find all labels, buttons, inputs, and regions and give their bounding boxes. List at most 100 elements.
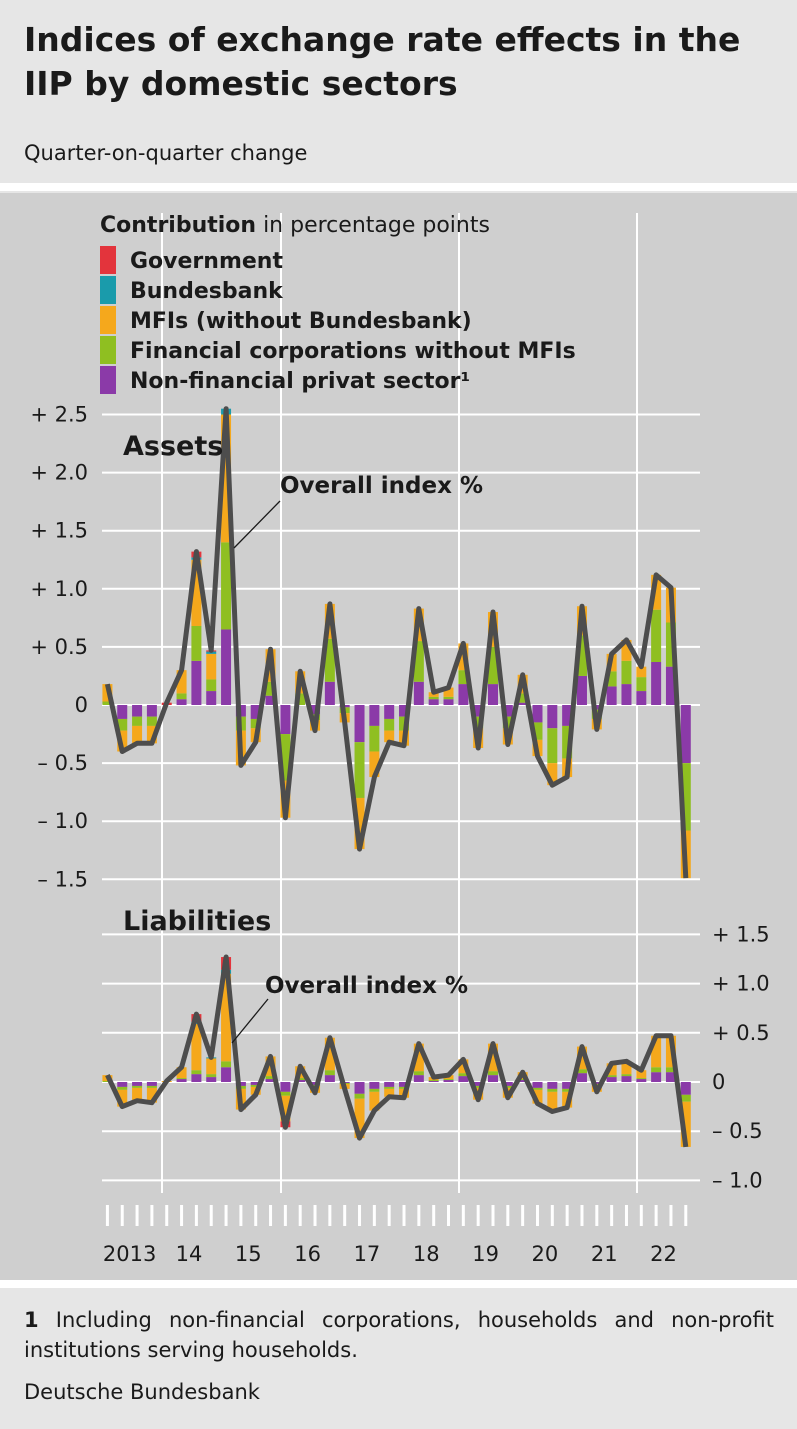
bar-segment-nonfin <box>413 681 424 705</box>
bar-segment-financial <box>206 679 217 692</box>
header-separator <box>0 183 797 191</box>
bar-segment-financial <box>280 734 291 781</box>
y-tick-label: 0 <box>75 693 88 717</box>
bar-segment-nonfin <box>191 660 202 705</box>
bar-segment-financial <box>102 701 113 705</box>
bar-segment-financial <box>680 1094 691 1102</box>
bar-segment-mfis <box>176 670 187 694</box>
bar-segment-nonfin <box>191 1074 202 1082</box>
bar-segment-financial <box>636 1078 647 1080</box>
bar-segment-mfis <box>354 1098 365 1139</box>
bar-segment-mfis <box>176 1067 187 1079</box>
bar-segment-financial <box>576 1069 587 1074</box>
x-tick-label: 18 <box>413 1242 440 1266</box>
bar-segment-nonfin <box>502 1082 513 1086</box>
bar-segment-financial <box>369 725 380 752</box>
bar-segment-nonfin <box>399 705 410 717</box>
bar-segment-nonfin <box>354 705 365 743</box>
bar-segment-nonfin <box>651 662 662 705</box>
bar-segment-nonfin <box>636 1079 647 1082</box>
legend-entry: Government <box>130 249 283 274</box>
bar-segment-mfis <box>443 687 454 697</box>
x-tick-label: 2013 <box>103 1242 156 1266</box>
bar-segment-nonfin <box>517 1080 528 1082</box>
bar-segment-mfis <box>146 1087 157 1103</box>
y-tick-label: + 1.0 <box>30 577 88 601</box>
legend-swatch <box>100 306 116 334</box>
x-tick-label: 15 <box>235 1242 262 1266</box>
bar-segment-nonfin <box>651 1072 662 1082</box>
bar-segment-financial <box>146 716 157 726</box>
bar-segment-nonfin <box>487 1075 498 1082</box>
bar-segment-mfis <box>651 574 662 610</box>
bar-segment-financial <box>384 1086 395 1089</box>
bar-segment-financial <box>428 696 439 700</box>
bar-segment-nonfin <box>206 691 217 705</box>
bar-segment-nonfin <box>502 705 513 717</box>
bar-segment-nonfin <box>250 1082 261 1085</box>
y-tick-label: + 2.0 <box>30 461 88 485</box>
annotation-leader <box>231 998 269 1044</box>
bar-segment-nonfin <box>221 629 232 705</box>
legend-entry: Non-financial privat sector¹ <box>130 369 470 394</box>
bar-segment-mfis <box>117 1089 128 1107</box>
bar-segment-mfis <box>547 1091 558 1112</box>
bar-segment-mfis <box>384 1088 395 1097</box>
y-tick-label: 0 <box>712 1070 725 1094</box>
bar-segment-nonfin <box>547 1082 558 1089</box>
bar-segment-nonfin <box>176 1079 187 1082</box>
bar-segment-financial <box>458 1073 469 1077</box>
bar-segment-financial <box>250 718 261 729</box>
bar-segment-financial <box>399 1086 410 1089</box>
bar-segment-mfis <box>354 797 365 850</box>
bar-segment-mfis <box>651 1035 662 1068</box>
x-tick-label: 14 <box>176 1242 203 1266</box>
bar-segment-financial <box>665 1067 676 1073</box>
panel-title: Liabilities <box>123 906 271 937</box>
bar-segment-nonfin <box>265 1079 276 1082</box>
chart-title: Indices of exchange rate effects in the … <box>24 20 741 103</box>
bar-segment-financial <box>146 1085 157 1088</box>
legend-entry: Bundesbank <box>130 279 284 304</box>
overall-index-line <box>105 954 689 1148</box>
footnote-number: 1 <box>24 1308 39 1332</box>
bar-segment-financial <box>102 1081 113 1082</box>
bar-segment-financial <box>354 1093 365 1099</box>
bar-segment-financial <box>250 1084 261 1087</box>
bar-segment-nonfin <box>473 705 484 717</box>
bar-segment-nonfin <box>324 1075 335 1082</box>
bar-segment-financial <box>517 1079 528 1081</box>
bar-segment-mfis <box>206 1058 217 1075</box>
bar-segment-mfis <box>132 725 143 744</box>
bar-segment-financial <box>117 1086 128 1090</box>
bar-segment-financial <box>651 1067 662 1073</box>
bar-segment-financial <box>324 638 335 682</box>
bar-segment-financial <box>680 763 691 831</box>
bar-segment-financial <box>176 1078 187 1080</box>
bar-segment-financial <box>413 1071 424 1076</box>
bar-segment-financial <box>547 728 558 764</box>
bar-segment-nonfin <box>458 684 469 705</box>
bar-segment-nonfin <box>680 1082 691 1095</box>
bar-segment-financial <box>221 1061 232 1068</box>
bar-segment-nonfin <box>458 1076 469 1082</box>
bar-segment-nonfin <box>354 1082 365 1094</box>
bar-segment-financial <box>487 646 498 685</box>
bar-segment-mfis <box>221 973 232 1062</box>
bar-segment-financial <box>413 641 424 682</box>
bar-segment-financial <box>651 609 662 663</box>
bar-segment-mfis <box>532 1089 543 1104</box>
bar-segment-nonfin <box>117 1082 128 1087</box>
footer-separator <box>0 1280 797 1288</box>
bar-segment-nonfin <box>665 666 676 705</box>
y-tick-label: – 1.0 <box>37 809 88 833</box>
bar-segment-nonfin <box>591 1082 602 1084</box>
bar-segment-nonfin <box>606 1077 617 1082</box>
bar-segment-nonfin <box>280 1082 291 1092</box>
bar-segment-mfis <box>191 1023 202 1071</box>
y-tick-label: + 0.5 <box>712 1021 770 1045</box>
bar-segment-financial <box>117 718 128 731</box>
bar-segment-nonfin <box>443 1080 454 1082</box>
bar-segment-nonfin <box>265 695 276 705</box>
chart-subtitle: Quarter-on-quarter change <box>24 141 308 165</box>
